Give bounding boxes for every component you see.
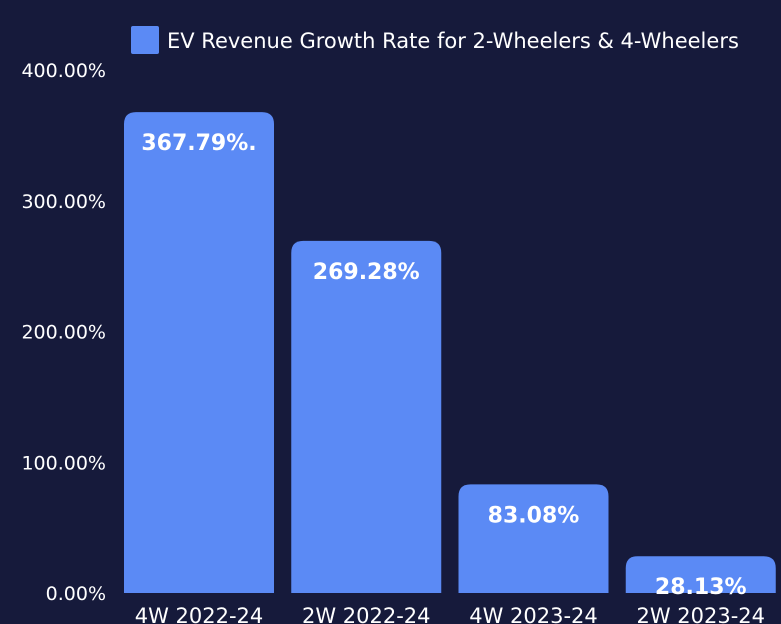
legend-swatch xyxy=(131,26,159,54)
x-axis: 4W 2022-24 2W 2022-24 4W 2023-24 2W 2023-24 xyxy=(135,604,765,624)
data-labels: 367.79%. 269.28% 83.08% 28.13% xyxy=(141,131,746,600)
bar xyxy=(124,112,274,594)
bar xyxy=(625,556,776,593)
y-tick-label: 100.00% xyxy=(21,452,106,474)
bar-value-label: 269.28% xyxy=(313,260,420,285)
y-tick-label: 300.00% xyxy=(21,191,106,213)
bar-value-label: 28.13% xyxy=(655,575,747,600)
bars xyxy=(124,112,776,594)
x-tick-label: 4W 2023-24 xyxy=(469,604,598,624)
legend: EV Revenue Growth Rate for 2-Wheelers & … xyxy=(131,26,739,54)
x-tick-label: 2W 2023-24 xyxy=(636,604,765,624)
y-tick-label: 0.00% xyxy=(46,583,106,605)
bar-value-label: 83.08% xyxy=(488,503,580,528)
bar-value-label: 367.79%. xyxy=(141,131,256,156)
y-tick-label: 400.00% xyxy=(21,60,106,82)
bar xyxy=(291,240,442,594)
y-axis: 0.00% 100.00% 200.00% 300.00% 400.00% xyxy=(21,60,106,605)
x-tick-label: 4W 2022-24 xyxy=(135,604,264,624)
bar xyxy=(458,484,609,593)
legend-label: EV Revenue Growth Rate for 2-Wheelers & … xyxy=(167,29,739,53)
x-tick-label: 2W 2022-24 xyxy=(302,604,431,624)
y-tick-label: 200.00% xyxy=(21,322,106,344)
